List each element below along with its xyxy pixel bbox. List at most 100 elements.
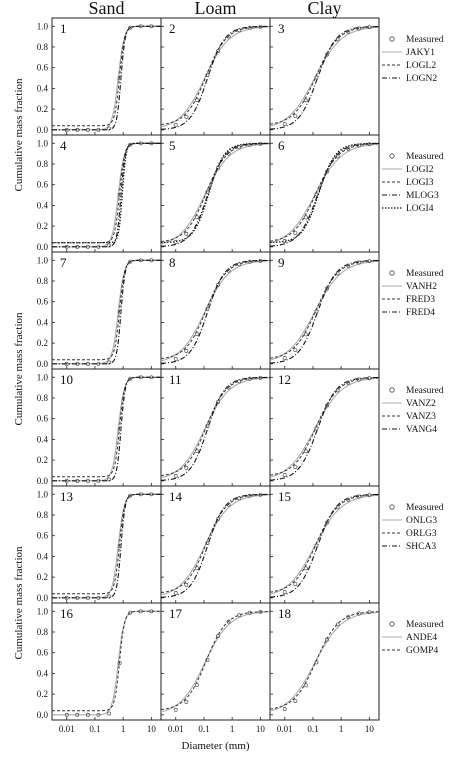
x-tick-label: 0.01 [277, 724, 293, 734]
legend-label: ONLG3 [406, 516, 437, 526]
measured-point [237, 496, 242, 501]
model-curve [52, 493, 161, 595]
y-tick-label: 0.0 [37, 710, 49, 720]
y-tick-label: 1.0 [37, 606, 49, 616]
measured-point [184, 465, 189, 470]
panel-number: 1 [60, 21, 67, 36]
measured-point [107, 243, 111, 248]
x-tick-label: 0.1 [198, 724, 209, 734]
model-curve [160, 143, 270, 242]
measured-point [173, 356, 178, 361]
legend-row-4: Measured VANZ2 VANZ3 VANG4 [382, 386, 444, 435]
model-curve [52, 25, 161, 127]
y-tick-label: 0.4 [37, 317, 49, 327]
measured-point [194, 98, 199, 103]
y-tick-label: 1.0 [37, 138, 49, 148]
measured-point [293, 582, 298, 586]
measured-point [247, 376, 252, 381]
legend-marker-measured [389, 36, 395, 42]
legend-marker-measured [389, 153, 395, 159]
model-curve [161, 376, 270, 481]
model-curve [161, 25, 270, 130]
y-tick-label: 0.6 [37, 297, 49, 307]
measured-point [258, 258, 263, 263]
y-axis-label: Cumulative mass fraction [13, 546, 25, 660]
legend-label: LOGI4 [406, 204, 434, 214]
measured-point [367, 493, 372, 498]
measured-point [335, 388, 340, 393]
measured-point [325, 637, 329, 642]
panel-5: 5 [160, 134, 271, 253]
measured-point [149, 609, 154, 614]
column-title: Clay [308, 0, 342, 18]
measured-point [293, 465, 298, 469]
model-curve [161, 259, 270, 364]
legend-label: VANZ3 [406, 412, 436, 422]
measured-point [117, 427, 122, 432]
measured-point [216, 48, 220, 53]
measured-point [128, 259, 133, 264]
measured-point [314, 543, 319, 548]
measured-point [205, 306, 210, 311]
measured-point [128, 493, 133, 498]
panel-number: 16 [60, 606, 74, 621]
model-curve [269, 25, 380, 130]
legend-label: ANDE4 [406, 633, 437, 643]
x-tick-label: 0.1 [307, 724, 318, 734]
y-tick-label: 0.4 [37, 200, 49, 210]
y-axis-label: Cumulative mass fraction [13, 312, 25, 426]
measured-point [367, 610, 372, 615]
legend-label: JAKY1 [406, 48, 435, 58]
measured-point [293, 231, 298, 235]
measured-point [107, 711, 111, 716]
measured-point [325, 403, 329, 408]
panel-number: 11 [169, 372, 182, 387]
panel-13: 13 0.0 0.2 0.4 0.6 0.8 1.0 [37, 485, 162, 604]
measured-point [356, 377, 361, 382]
model-curve [160, 260, 270, 359]
measured-point [237, 613, 242, 618]
measured-point [194, 566, 199, 571]
model-curve [52, 493, 161, 599]
legend-label: Measured [406, 152, 444, 162]
measured-point [85, 595, 90, 600]
measured-point [367, 25, 372, 30]
model-curve [160, 611, 271, 713]
measured-point [173, 473, 178, 478]
measured-point [216, 165, 220, 170]
measured-point [64, 595, 69, 600]
measured-point [138, 609, 143, 614]
measured-point [293, 699, 298, 703]
y-tick-label: 0.2 [37, 221, 48, 231]
legend-label: FRED4 [406, 308, 435, 318]
measured-point [96, 595, 101, 600]
y-tick-label: 0.8 [37, 276, 49, 286]
measured-point [335, 37, 340, 42]
model-curve [52, 259, 161, 365]
y-tick-label: 0.4 [37, 551, 49, 561]
y-tick-label: 0.0 [37, 359, 49, 369]
measured-point [117, 310, 122, 315]
legend-marker-measured [389, 504, 395, 510]
measured-point [85, 712, 90, 717]
legend-label: Measured [406, 386, 444, 396]
y-tick-label: 0.2 [37, 689, 48, 699]
model-curve [160, 377, 270, 476]
model-curve [160, 26, 270, 125]
measured-point [237, 379, 242, 384]
measured-point [216, 399, 220, 404]
legend-row-1: Measured JAKY1 LOGL2 LOGN2 [382, 35, 444, 84]
y-tick-label: 0.0 [37, 242, 49, 252]
model-curve [269, 260, 380, 359]
model-curve [52, 142, 161, 248]
measured-point [282, 239, 287, 243]
measured-point [282, 590, 287, 594]
panel-number: 12 [278, 372, 291, 387]
panel-18: 18 0.01 0.1 1 10 [269, 602, 380, 734]
y-tick-label: 1.0 [37, 489, 49, 499]
x-tick-label: 10 [365, 724, 375, 734]
measured-point [149, 375, 154, 380]
measured-point [138, 492, 143, 497]
measured-point [138, 375, 143, 380]
model-curve [161, 493, 270, 598]
